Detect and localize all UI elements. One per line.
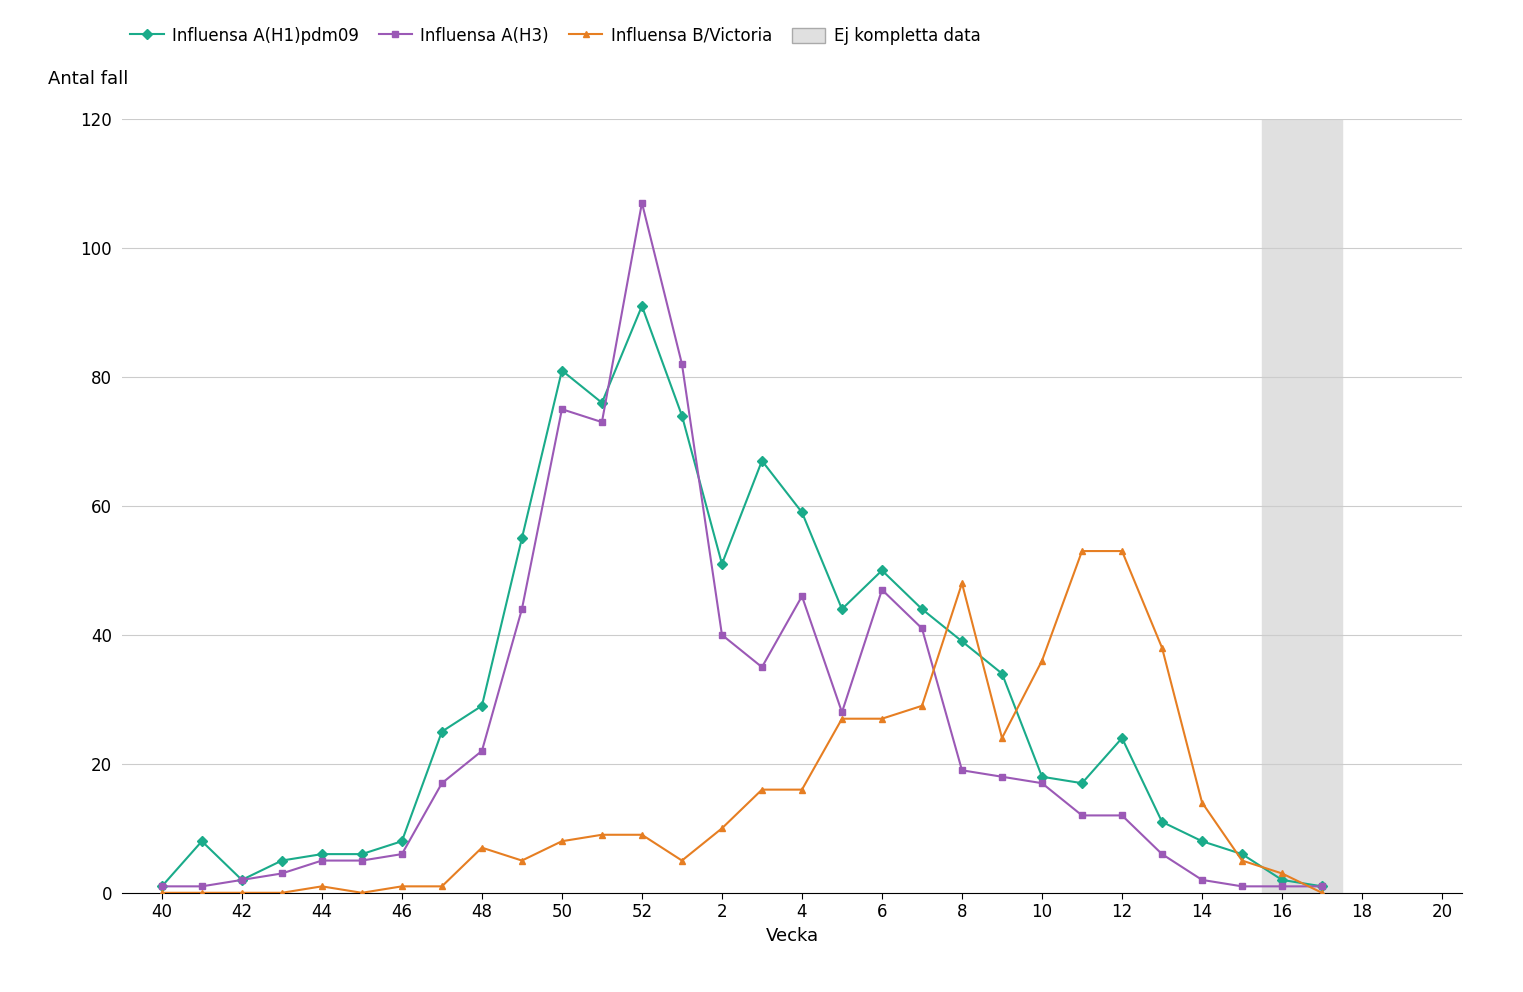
Influensa A(H3) — [193, 881, 212, 893]
Influensa B/Victoria — [993, 732, 1011, 744]
Line: Influensa B/Victoria: Influensa B/Victoria — [158, 548, 1325, 897]
Influensa A(H3) — [632, 196, 650, 209]
Line: Influensa A(H3): Influensa A(H3) — [158, 199, 1325, 890]
Influensa A(H3) — [1273, 881, 1292, 893]
Influensa A(H3) — [152, 881, 171, 893]
Influensa B/Victoria — [472, 841, 490, 853]
Influensa B/Victoria — [953, 577, 972, 589]
Influensa A(H1)pdm09 — [472, 700, 490, 712]
Influensa A(H3) — [592, 417, 611, 429]
Influensa A(H1)pdm09 — [752, 454, 771, 467]
Influensa A(H1)pdm09 — [592, 397, 611, 409]
Influensa B/Victoria — [152, 887, 171, 899]
Influensa B/Victoria — [353, 887, 372, 899]
Line: Influensa A(H1)pdm09: Influensa A(H1)pdm09 — [158, 303, 1325, 890]
Influensa A(H3) — [953, 764, 972, 776]
Influensa B/Victoria — [1153, 642, 1171, 654]
Influensa A(H1)pdm09 — [833, 603, 851, 615]
Influensa B/Victoria — [513, 854, 532, 867]
Influensa B/Victoria — [193, 887, 212, 899]
Influensa A(H1)pdm09 — [632, 301, 650, 312]
Influensa A(H1)pdm09 — [353, 848, 372, 860]
Influensa A(H1)pdm09 — [1234, 848, 1252, 860]
Influensa A(H1)pdm09 — [193, 835, 212, 847]
Influensa B/Victoria — [1273, 867, 1292, 880]
Influensa A(H3) — [433, 778, 451, 790]
Influensa B/Victoria — [713, 822, 731, 834]
Influensa B/Victoria — [752, 784, 771, 796]
Influensa B/Victoria — [1193, 797, 1211, 808]
Bar — [1263, 119, 1342, 893]
Legend: Influensa A(H1)pdm09, Influensa A(H3), Influensa B/Victoria, Ej kompletta data: Influensa A(H1)pdm09, Influensa A(H3), I… — [129, 27, 981, 45]
Influensa A(H3) — [273, 867, 291, 880]
Influensa B/Victoria — [553, 835, 571, 847]
Influensa A(H1)pdm09 — [1273, 874, 1292, 886]
Influensa A(H1)pdm09 — [1072, 778, 1090, 790]
Influensa A(H3) — [1193, 874, 1211, 886]
Influensa A(H1)pdm09 — [1153, 815, 1171, 827]
Influensa B/Victoria — [592, 829, 611, 841]
Influensa A(H3) — [553, 404, 571, 416]
Influensa A(H3) — [233, 874, 251, 886]
Influensa A(H3) — [912, 623, 931, 635]
Influensa A(H3) — [312, 854, 330, 867]
Influensa A(H3) — [1113, 809, 1132, 821]
Influensa A(H3) — [1313, 881, 1331, 893]
Influensa A(H1)pdm09 — [1033, 771, 1051, 783]
Influensa A(H3) — [713, 629, 731, 641]
Influensa B/Victoria — [673, 854, 691, 867]
Influensa B/Victoria — [1033, 655, 1051, 667]
Influensa B/Victoria — [393, 881, 411, 893]
Influensa B/Victoria — [1113, 546, 1132, 558]
Influensa A(H3) — [472, 745, 490, 757]
Influensa B/Victoria — [793, 784, 812, 796]
Influensa B/Victoria — [632, 829, 650, 841]
Influensa A(H1)pdm09 — [673, 410, 691, 422]
Influensa B/Victoria — [1234, 854, 1252, 867]
X-axis label: Vecka: Vecka — [766, 927, 818, 944]
Influensa A(H1)pdm09 — [233, 874, 251, 886]
Influensa A(H3) — [1234, 881, 1252, 893]
Influensa A(H1)pdm09 — [433, 726, 451, 738]
Influensa A(H3) — [1072, 809, 1090, 821]
Influensa A(H1)pdm09 — [793, 507, 812, 519]
Influensa A(H1)pdm09 — [993, 668, 1011, 680]
Influensa A(H3) — [393, 848, 411, 860]
Influensa A(H3) — [513, 603, 532, 615]
Influensa A(H1)pdm09 — [312, 848, 330, 860]
Influensa B/Victoria — [1313, 887, 1331, 899]
Influensa A(H3) — [673, 358, 691, 370]
Influensa A(H1)pdm09 — [953, 636, 972, 648]
Influensa A(H3) — [1033, 778, 1051, 790]
Influensa B/Victoria — [312, 881, 330, 893]
Influensa A(H1)pdm09 — [273, 854, 291, 867]
Influensa A(H3) — [993, 771, 1011, 783]
Influensa A(H3) — [752, 661, 771, 673]
Influensa B/Victoria — [873, 712, 891, 724]
Influensa A(H3) — [873, 583, 891, 595]
Influensa B/Victoria — [833, 712, 851, 724]
Influensa B/Victoria — [233, 887, 251, 899]
Influensa B/Victoria — [1072, 546, 1090, 558]
Influensa A(H1)pdm09 — [1313, 881, 1331, 893]
Text: Antal fall: Antal fall — [49, 70, 128, 88]
Influensa A(H1)pdm09 — [1113, 732, 1132, 744]
Influensa A(H1)pdm09 — [553, 364, 571, 376]
Influensa A(H1)pdm09 — [393, 835, 411, 847]
Influensa A(H1)pdm09 — [713, 558, 731, 569]
Influensa B/Victoria — [433, 881, 451, 893]
Influensa A(H3) — [793, 590, 812, 602]
Influensa B/Victoria — [273, 887, 291, 899]
Influensa A(H1)pdm09 — [152, 881, 171, 893]
Influensa A(H3) — [833, 706, 851, 718]
Influensa A(H1)pdm09 — [1193, 835, 1211, 847]
Influensa A(H1)pdm09 — [912, 603, 931, 615]
Influensa A(H3) — [353, 854, 372, 867]
Influensa A(H1)pdm09 — [873, 564, 891, 576]
Influensa B/Victoria — [912, 700, 931, 712]
Influensa A(H1)pdm09 — [513, 532, 532, 544]
Influensa A(H3) — [1153, 848, 1171, 860]
